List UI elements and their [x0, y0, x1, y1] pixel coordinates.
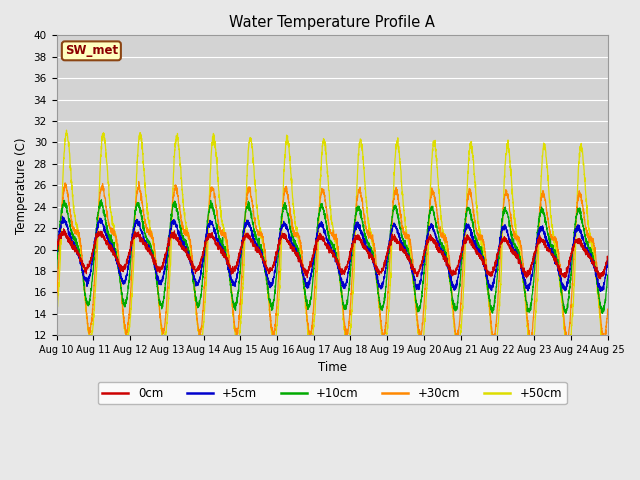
X-axis label: Time: Time: [317, 360, 347, 373]
Legend: 0cm, +5cm, +10cm, +30cm, +50cm: 0cm, +5cm, +10cm, +30cm, +50cm: [98, 382, 566, 404]
Text: SW_met: SW_met: [65, 44, 118, 57]
Title: Water Temperature Profile A: Water Temperature Profile A: [229, 15, 435, 30]
Y-axis label: Temperature (C): Temperature (C): [15, 137, 28, 234]
